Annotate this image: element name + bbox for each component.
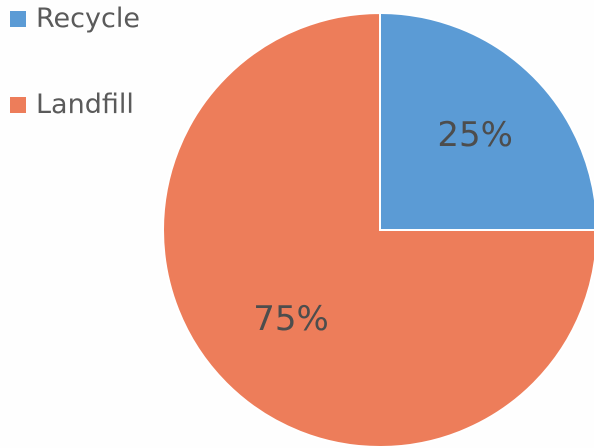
slice-label-recycle: 25% [437,115,513,155]
legend-label-landfill: Landfill [36,89,134,120]
legend-item-recycle: Recycle [10,2,140,36]
legend-item-landfill: Landfill [10,88,134,122]
pie-slice-landfill [162,11,594,448]
legend-label-recycle: Recycle [36,3,140,34]
pie-slice-recycle [379,11,594,231]
legend-swatch-landfill [10,97,26,113]
legend-swatch-recycle [10,11,26,27]
slice-label-landfill: 75% [253,299,329,339]
